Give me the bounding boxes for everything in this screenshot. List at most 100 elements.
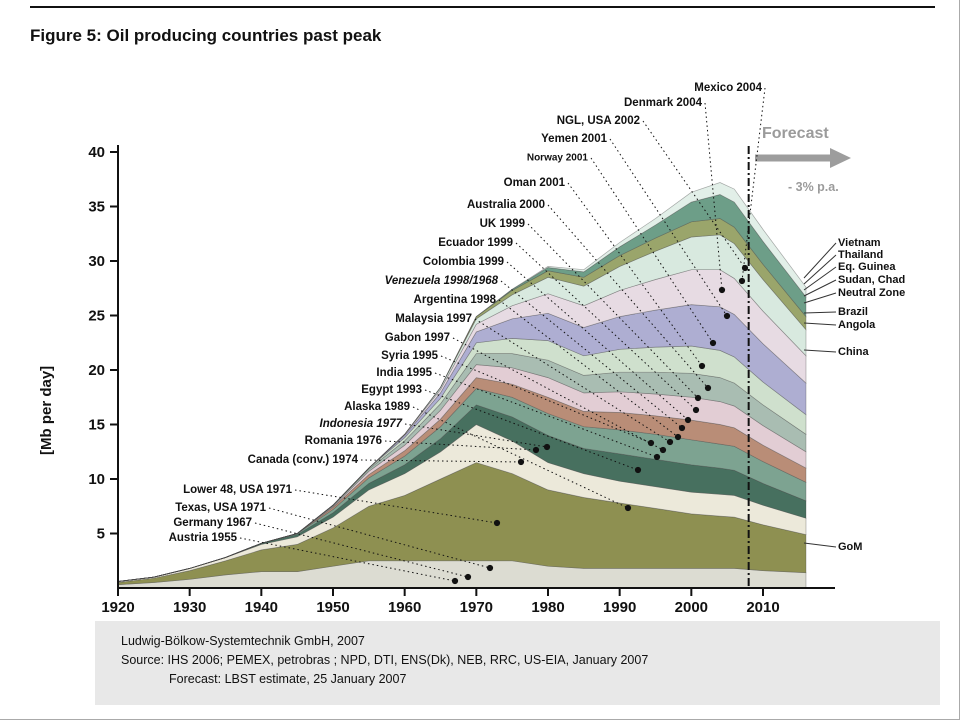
- x-tick-label: 1960: [388, 599, 421, 616]
- leader-line-ecuador-1999: [515, 242, 697, 411]
- peak-dot-uk-1999: [694, 394, 702, 402]
- peak-dot-ecuador-1999: [692, 406, 700, 414]
- x-tick-label: 1920: [101, 599, 134, 616]
- peak-dot-ngl-usa-2002: [741, 264, 749, 272]
- area-band-15: [117, 182, 807, 582]
- leader-line-austria-1955: [239, 537, 456, 582]
- y-tick-label: 20: [88, 362, 105, 379]
- forecast-label: Forecast: [762, 125, 829, 142]
- source-line-2: Source: IHS 2006; PEMEX, petrobras ; NPD…: [121, 652, 649, 667]
- leader-line-yemen-2001: [609, 138, 728, 317]
- x-tick-label: 1990: [603, 599, 636, 616]
- peak-dot-germany-1967: [464, 573, 472, 581]
- source-line-3: Forecast: LBST estimate, 25 January 2007: [169, 671, 407, 686]
- peak-annotation-argentina-1998: Argentina 1998: [413, 294, 496, 306]
- peak-dot-alaska-1989: [624, 504, 632, 512]
- peak-dot-norway-2001: [709, 339, 717, 347]
- peak-annotation-gabon-1997: Gabon 1997: [384, 332, 450, 344]
- region-label-gom: GoM: [838, 541, 863, 553]
- leader-line-oman-2001: [567, 182, 703, 367]
- region-leader-thailand: [803, 254, 837, 285]
- area-band-07: [117, 364, 807, 582]
- peak-dot-colombia-1999: [684, 416, 692, 424]
- top-rule: [30, 6, 935, 8]
- x-tick-label: 1950: [316, 599, 349, 616]
- y-tick-label: 35: [88, 199, 105, 216]
- x-tick-label: 1930: [173, 599, 206, 616]
- peak-dot-argentina-1998: [674, 433, 682, 441]
- area-band-14: [117, 194, 807, 582]
- peak-annotation-colombia-1999: Colombia 1999: [422, 256, 504, 268]
- x-tick-label: 1980: [531, 599, 564, 616]
- peak-annotation-malaysia-1997: Malaysia 1997: [395, 313, 472, 325]
- leader-line-norway-2001: [590, 157, 714, 344]
- region-label-china: China: [838, 346, 869, 358]
- peak-dot-australia-2000: [704, 384, 712, 392]
- peak-annotation-texas-usa-1971: Texas, USA 1971: [175, 502, 266, 514]
- peak-annotation-syria-1995: Syria 1995: [381, 350, 438, 362]
- peak-dot-egypt-1993: [634, 466, 642, 474]
- peak-dot-indonesia-1977: [543, 443, 551, 451]
- y-tick-label: 15: [88, 417, 105, 434]
- x-tick-label: 2000: [675, 599, 708, 616]
- peak-annotation-austria-1955: Austria 1955: [168, 532, 237, 544]
- x-tick-label: 2010: [746, 599, 779, 616]
- peak-annotation-uk-1999: UK 1999: [479, 218, 525, 230]
- peak-dot-india-1995: [653, 453, 661, 461]
- leader-line-gabon-1997: [452, 337, 664, 451]
- peak-dot-venezuela-1998-1968: [678, 424, 686, 432]
- peak-dot-canada-conv-1974: [517, 458, 525, 466]
- forecast-arrow-head: [830, 148, 851, 168]
- x-tick-label: 1970: [460, 599, 493, 616]
- region-label-sudan-chad: Sudan, Chad: [838, 274, 906, 286]
- figure-title: Figure 5: Oil producing countries past p…: [30, 26, 382, 45]
- peak-dot-yemen-2001: [723, 312, 731, 320]
- source-line-1: Ludwig-Bölkow-Systemtechnik GmbH, 2007: [121, 634, 365, 648]
- peak-annotation-lower-48-usa-1971: Lower 48, USA 1971: [183, 484, 292, 496]
- peak-annotation-mexico-2004: Mexico 2004: [694, 82, 762, 94]
- leader-line-romania-1976: [384, 440, 537, 451]
- region-leader-china: [803, 349, 837, 353]
- region-label-brazil: Brazil: [838, 306, 868, 318]
- region-label-vietnam: Vietnam: [838, 237, 881, 249]
- peak-dot-denmark-2004: [718, 286, 726, 294]
- area-band-09: [117, 338, 807, 582]
- peak-annotation-egypt-1993: Egypt 1993: [361, 384, 422, 396]
- peak-dot-texas-usa-1971: [486, 564, 494, 572]
- peak-dot-mexico-2004: [738, 277, 746, 285]
- y-tick-label: 5: [97, 526, 105, 543]
- leader-line-uk-1999: [527, 223, 699, 399]
- region-leader-angola: [803, 322, 837, 326]
- forecast-decline-label: - 3% p.a.: [788, 180, 839, 194]
- leader-line-argentina-1998: [498, 299, 679, 438]
- peak-annotation-norway-2001: Norway 2001: [526, 152, 588, 164]
- area-band-10: [117, 304, 807, 582]
- region-label-eq-guinea: Eq. Guinea: [838, 261, 896, 273]
- peak-annotation-romania-1976: Romania 1976: [304, 435, 382, 447]
- region-label-neutral-zone: Neutral Zone: [838, 287, 906, 299]
- y-tick-label: 25: [88, 308, 105, 325]
- peak-dot-austria-1955: [451, 577, 459, 585]
- peak-dot-romania-1976: [532, 446, 540, 454]
- leader-line-australia-2000: [547, 204, 709, 389]
- region-leader-vietnam: [803, 242, 837, 279]
- y-tick-label: 10: [88, 471, 105, 488]
- region-label-thailand: Thailand: [838, 249, 884, 261]
- peak-annotation-germany-1967: Germany 1967: [173, 517, 252, 529]
- region-leader-sudan-chad: [803, 279, 837, 297]
- peak-annotation-oman-2001: Oman 2001: [503, 177, 565, 189]
- region-label-angola: Angola: [838, 319, 876, 331]
- peak-annotation-denmark-2004: Denmark 2004: [624, 97, 702, 109]
- region-leader-brazil: [803, 311, 837, 314]
- region-leader-neutral-zone: [803, 292, 837, 304]
- peak-annotation-india-1995: India 1995: [376, 367, 432, 379]
- y-tick-label: 30: [88, 253, 105, 270]
- peak-annotation-yemen-2001: Yemen 2001: [541, 133, 607, 145]
- peak-annotation-ecuador-1999: Ecuador 1999: [438, 237, 513, 249]
- area-band-12: [117, 234, 807, 582]
- leader-line-egypt-1993: [424, 389, 639, 471]
- peak-annotation-venezuela-1998-1968: Venezuela 1998/1968: [384, 275, 498, 287]
- leader-line-ngl-usa-2002: [642, 120, 746, 269]
- peak-annotation-ngl-usa-2002: NGL, USA 2002: [556, 115, 640, 127]
